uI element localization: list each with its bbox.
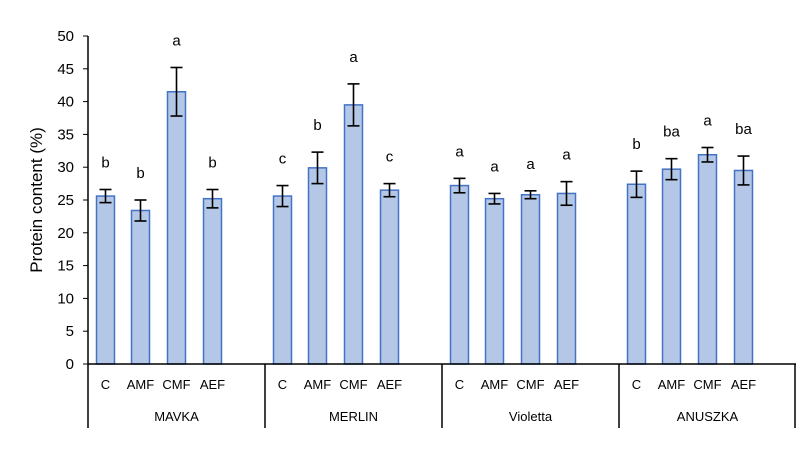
- bar: [272, 195, 293, 365]
- category-label: AMF: [127, 377, 155, 392]
- group-label: Violetta: [509, 409, 553, 424]
- bar: [661, 168, 682, 365]
- y-tick-label: 15: [57, 258, 74, 275]
- category-label: C: [455, 377, 464, 392]
- category-label: C: [278, 377, 287, 392]
- significance-letter: a: [172, 32, 181, 49]
- significance-letter: b: [313, 117, 321, 134]
- group-label: ANUSZKA: [677, 409, 739, 424]
- y-tick-label: 35: [57, 126, 74, 143]
- bar: [556, 192, 577, 365]
- x-axis: MAVKA C AMF CMF AEF MERLIN C AMF CMF AEF Violetta C…: [87, 363, 796, 428]
- category-label: AEF: [731, 377, 756, 392]
- significance-letter: a: [455, 143, 464, 160]
- y-tick-label: 40: [57, 94, 74, 111]
- bar: [697, 153, 718, 365]
- significance-letter: a: [562, 147, 571, 164]
- bar: [130, 209, 151, 365]
- category-label: C: [101, 377, 110, 392]
- bar: [520, 194, 541, 365]
- significance-letter: b: [632, 136, 640, 153]
- y-tick-label: 10: [57, 290, 74, 307]
- significance-letter: c: [279, 151, 287, 168]
- category-label: AMF: [481, 377, 509, 392]
- significance-letter: b: [208, 155, 216, 172]
- category-label: AEF: [200, 377, 225, 392]
- y-tick-label: 45: [57, 61, 74, 78]
- significance-letter: a: [703, 113, 712, 130]
- bar: [626, 183, 647, 365]
- y-tick-label: 30: [57, 159, 74, 176]
- bar: [95, 195, 116, 365]
- significance-letter: a: [490, 158, 499, 175]
- significance-letter: c: [386, 149, 394, 166]
- y-axis-ticks: 0 5 10 15 20 25 30 35 40 45 50: [57, 28, 88, 373]
- significance-letter: ba: [735, 121, 752, 138]
- significance-letter: a: [349, 49, 358, 66]
- bar: [484, 197, 505, 365]
- bar: [307, 167, 328, 365]
- bar: [166, 91, 187, 365]
- category-label: AEF: [377, 377, 402, 392]
- group-label: MERLIN: [329, 409, 378, 424]
- y-tick-label: 50: [57, 28, 74, 45]
- significance-letter: b: [136, 165, 144, 182]
- significance-letter: b: [101, 155, 109, 172]
- category-label: CMF: [339, 377, 367, 392]
- group-label: MAVKA: [154, 409, 199, 424]
- category-label: CMF: [693, 377, 721, 392]
- bar: [202, 197, 223, 365]
- bar: [379, 189, 400, 365]
- category-label: AMF: [658, 377, 686, 392]
- category-label: CMF: [162, 377, 190, 392]
- bar: [449, 184, 470, 365]
- significance-letter: a: [526, 156, 535, 173]
- y-tick-label: 5: [66, 323, 74, 340]
- category-label: AEF: [554, 377, 579, 392]
- y-tick-label: 20: [57, 225, 74, 242]
- y-tick-label: 0: [66, 356, 74, 373]
- category-label: C: [632, 377, 641, 392]
- y-axis-title: Protein content (%): [27, 127, 46, 273]
- category-label: CMF: [516, 377, 544, 392]
- bar: [733, 169, 754, 365]
- category-label: AMF: [304, 377, 332, 392]
- y-tick-label: 25: [57, 192, 74, 209]
- significance-letter: ba: [663, 124, 680, 141]
- bar: [343, 104, 364, 365]
